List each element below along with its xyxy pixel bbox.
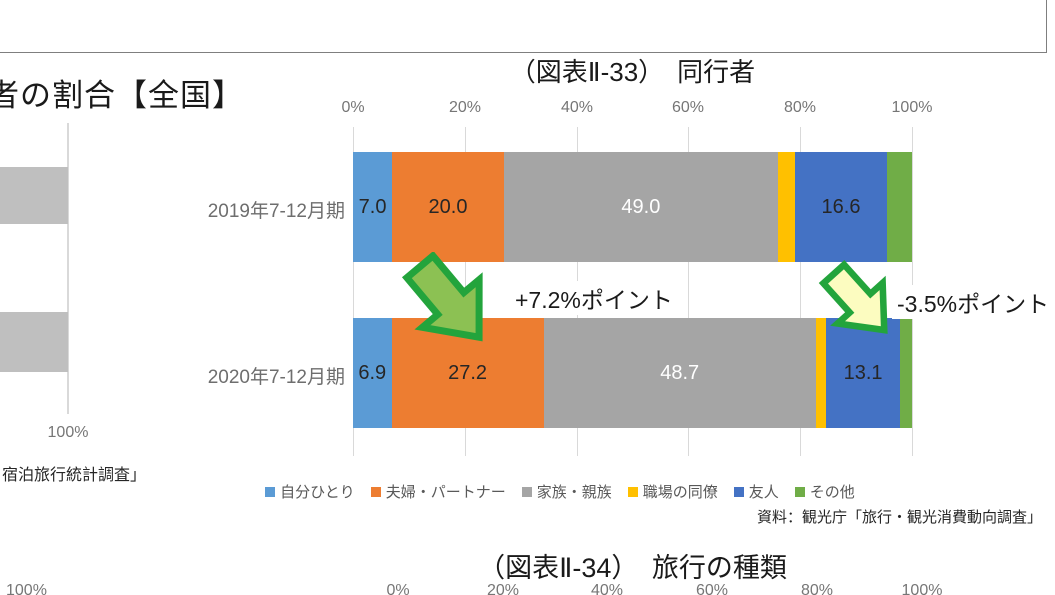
data-label: 16.6: [821, 195, 861, 218]
legend-item: 職場の同僚: [627, 481, 718, 502]
left-chart-axis-label: 100%: [47, 424, 89, 441]
bar-segment: [887, 152, 912, 262]
grid-line: [800, 127, 801, 456]
bar-segment: 27.2: [391, 318, 544, 428]
bar-segment: 20.0: [392, 152, 504, 262]
bottom-chart-title: （図表Ⅱ-34） 旅行の種類: [478, 553, 787, 583]
x-tick-label: 0%: [341, 99, 365, 116]
legend-label: 家族・親族: [536, 484, 612, 501]
legend-label: 夫婦・パートナー: [385, 484, 506, 501]
x-tick-label: 80%: [783, 99, 817, 116]
legend-swatch-icon: [265, 486, 276, 497]
bar-segment: 13.1: [826, 318, 900, 428]
legend-item: 友人: [733, 481, 779, 502]
bar-segment: 48.7: [543, 318, 816, 428]
x-tick-label: 20%: [448, 99, 482, 116]
x-tick-label: 40%: [560, 99, 594, 116]
legend-item: 夫婦・パートナー: [370, 481, 506, 502]
grid-line: [353, 127, 354, 456]
legend-label: 友人: [748, 484, 779, 501]
main-plot: 0% 20% 40% 60% 80% 100% 7.0 20.0 49.0 16.6 6.9 27.2…: [341, 99, 932, 456]
legend-swatch-icon: [370, 486, 381, 497]
category-label: 2020年7-12月期: [207, 367, 345, 388]
left-chart-title-fragment: 者の割合【全国】: [0, 78, 244, 113]
bottom-chart-axis: 0% 20% 40% 60% 80% 100%: [0, 582, 1055, 595]
annotation-decrease: -3.5%ポイント: [892, 285, 1055, 319]
bottom-x-tick-label: 0%: [386, 582, 410, 595]
bar-segment: 49.0: [503, 152, 778, 262]
x-tick-label: 100%: [891, 99, 933, 116]
legend-label: 自分ひとり: [280, 484, 355, 501]
x-tick-label: 60%: [671, 99, 705, 116]
bottom-x-tick-label: 100%: [901, 582, 943, 595]
top-box-border: [0, 0, 1047, 53]
bottom-x-tick-label: 60%: [695, 582, 729, 595]
bottom-x-tick-label: 40%: [590, 582, 624, 595]
left-chart-gridline: [67, 123, 69, 414]
bottom-x-tick-label: 20%: [486, 582, 520, 595]
bar-segment: 7.0: [353, 152, 393, 262]
bar-segment: 6.9: [353, 318, 392, 428]
data-label: 20.0: [428, 195, 468, 218]
bottom-left-axis-label: 100%: [6, 582, 47, 595]
data-label: 48.7: [660, 361, 700, 384]
grid-line: [688, 127, 689, 456]
legend-item: その他: [794, 481, 855, 502]
decrease-arrow-icon: [818, 260, 888, 334]
left-chart-source-fragment: 宿泊旅行統計調査」: [2, 467, 147, 484]
bar-segment: [815, 318, 827, 428]
bar-segment: 16.6: [794, 152, 888, 262]
data-label: 27.2: [448, 361, 488, 384]
chart-title: （図表Ⅱ-33） 同行者: [509, 57, 756, 87]
annotation-increase: +7.2%ポイント: [510, 281, 678, 315]
bar-segment: [777, 152, 795, 262]
chart-source: 資料：観光庁「旅行・観光消費動向調査」: [756, 509, 1042, 526]
increase-arrow-icon: [401, 252, 483, 342]
legend-swatch-icon: [794, 486, 805, 497]
data-label: 13.1: [843, 361, 883, 384]
legend-swatch-icon: [733, 486, 744, 497]
legend-item: 家族・親族: [521, 481, 612, 502]
legend-swatch-icon: [627, 486, 638, 497]
data-label: 49.0: [621, 195, 661, 218]
legend-label: その他: [809, 484, 855, 501]
category-label: 2019年7-12月期: [207, 201, 345, 222]
data-label: 7.0: [358, 195, 387, 218]
legend-item: 自分ひとり: [265, 481, 355, 502]
data-label: 6.9: [358, 361, 387, 384]
bar-segment: [899, 318, 912, 428]
left-chart-bar: [0, 312, 68, 372]
chart-legend: 自分ひとり 夫婦・パートナー 家族・親族 職場の同僚 友人 その他: [225, 481, 895, 502]
bottom-x-tick-label: 80%: [800, 582, 834, 595]
legend-swatch-icon: [521, 486, 532, 497]
left-chart-bar: [0, 167, 68, 224]
legend-label: 職場の同僚: [642, 484, 718, 501]
